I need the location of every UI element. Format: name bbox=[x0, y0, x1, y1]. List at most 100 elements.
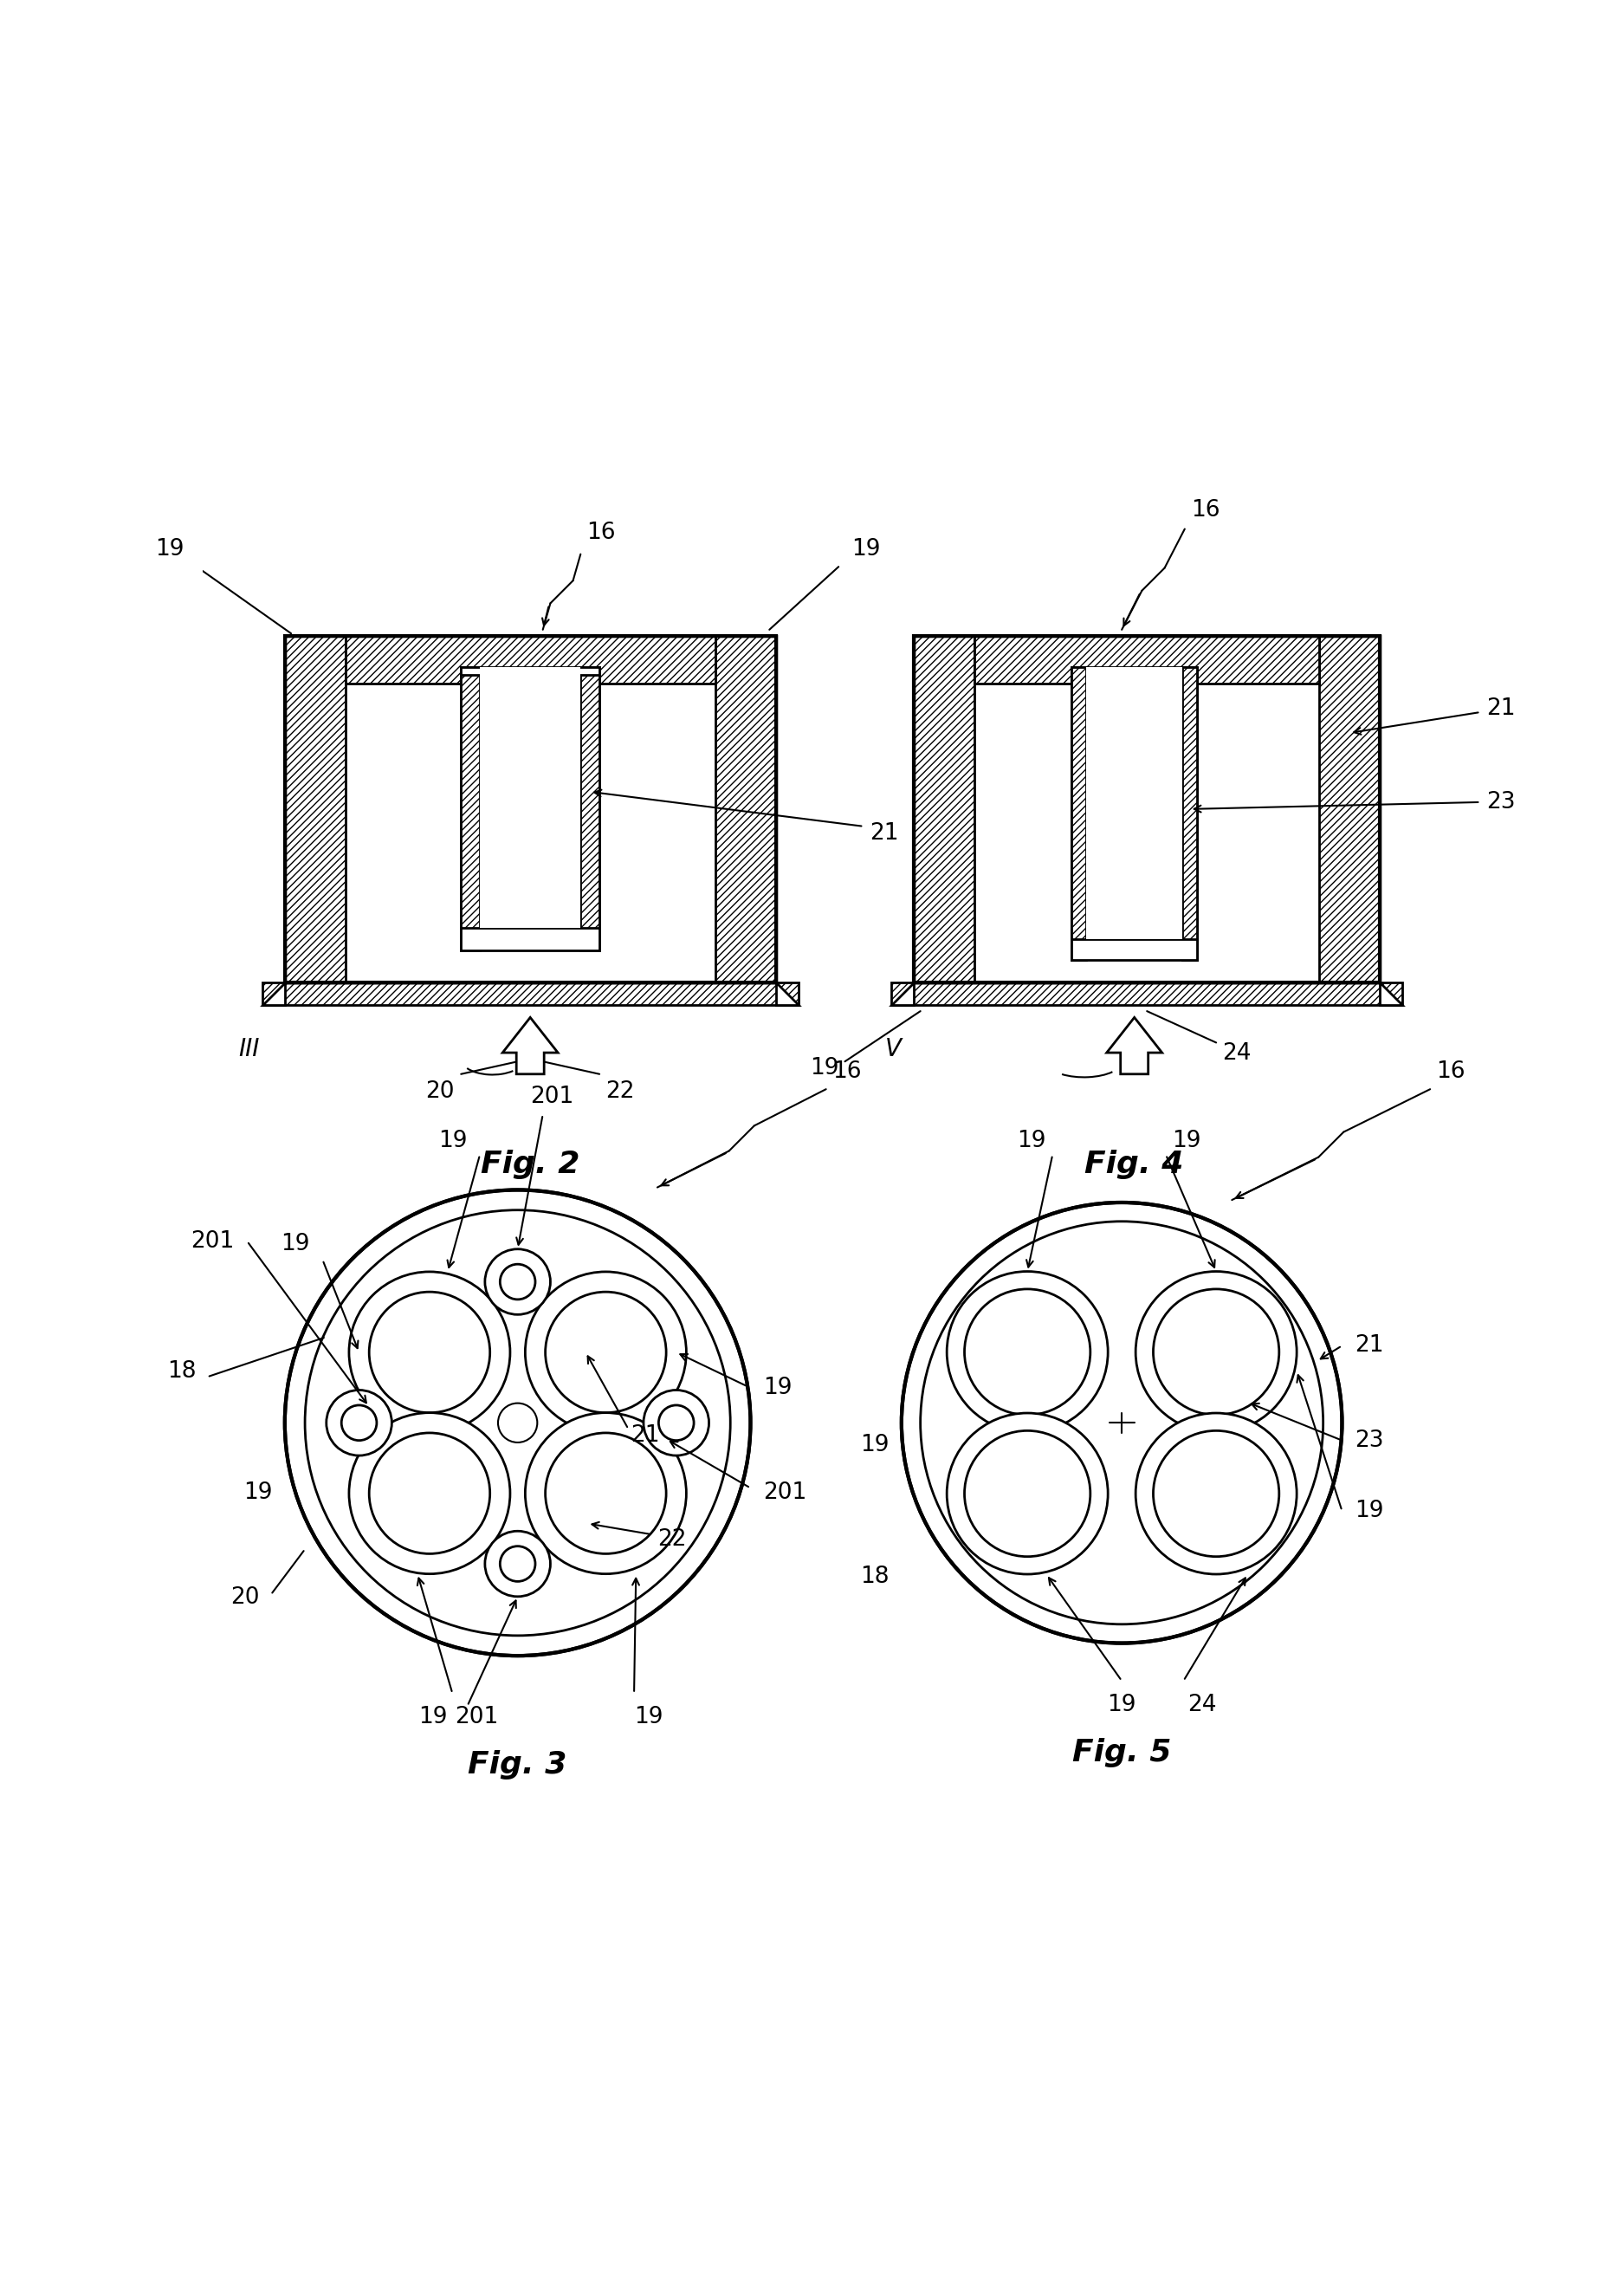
Circle shape bbox=[305, 1209, 731, 1636]
Text: 201: 201 bbox=[763, 1482, 807, 1504]
Text: 19: 19 bbox=[244, 1482, 273, 1504]
Text: 19: 19 bbox=[281, 1232, 310, 1255]
Circle shape bbox=[921, 1221, 1324, 1625]
Text: 201: 201 bbox=[455, 1706, 499, 1729]
Text: 22: 22 bbox=[658, 1527, 687, 1550]
Text: 19: 19 bbox=[1017, 1130, 1046, 1153]
Circle shape bbox=[1135, 1271, 1296, 1432]
Text: 20: 20 bbox=[231, 1586, 260, 1609]
Text: 22: 22 bbox=[606, 1080, 635, 1103]
Circle shape bbox=[947, 1414, 1108, 1575]
Bar bbox=[914, 635, 1380, 982]
Text: Fig. 5: Fig. 5 bbox=[1072, 1738, 1171, 1768]
Bar bbox=[581, 667, 599, 951]
Circle shape bbox=[486, 1248, 551, 1314]
Text: 19: 19 bbox=[861, 1434, 888, 1457]
Bar bbox=[974, 635, 1319, 683]
Circle shape bbox=[499, 1402, 538, 1443]
Bar bbox=[914, 635, 1380, 982]
Circle shape bbox=[525, 1271, 687, 1434]
Circle shape bbox=[659, 1405, 693, 1441]
Text: 24: 24 bbox=[1223, 1044, 1252, 1064]
Bar bbox=[461, 667, 599, 674]
Circle shape bbox=[284, 1189, 750, 1656]
Circle shape bbox=[1153, 1289, 1280, 1416]
Bar bbox=[481, 667, 581, 928]
Text: 20: 20 bbox=[425, 1080, 455, 1103]
Bar bbox=[715, 635, 776, 982]
Circle shape bbox=[546, 1291, 666, 1414]
Bar bbox=[892, 982, 1403, 1005]
Text: 23: 23 bbox=[1488, 792, 1515, 812]
Text: 21: 21 bbox=[870, 821, 900, 844]
Text: 19: 19 bbox=[156, 538, 184, 560]
Text: Fig. 4: Fig. 4 bbox=[1085, 1150, 1184, 1180]
Text: 16: 16 bbox=[1437, 1060, 1465, 1082]
Text: 21: 21 bbox=[630, 1425, 659, 1448]
Text: 19: 19 bbox=[763, 1377, 793, 1400]
Polygon shape bbox=[502, 1017, 559, 1073]
Circle shape bbox=[1135, 1414, 1296, 1575]
Polygon shape bbox=[1380, 982, 1403, 1005]
Bar bbox=[284, 635, 776, 982]
Circle shape bbox=[369, 1291, 490, 1414]
Circle shape bbox=[901, 1203, 1341, 1643]
Text: III: III bbox=[239, 1037, 260, 1062]
Bar bbox=[261, 982, 799, 1005]
Polygon shape bbox=[1106, 1017, 1163, 1073]
Circle shape bbox=[643, 1391, 710, 1454]
Circle shape bbox=[500, 1264, 536, 1300]
Text: 18: 18 bbox=[861, 1566, 888, 1588]
Text: 21: 21 bbox=[1488, 697, 1515, 719]
Text: 19: 19 bbox=[1354, 1500, 1384, 1522]
Text: 19: 19 bbox=[419, 1706, 448, 1729]
Bar bbox=[461, 667, 481, 951]
Bar bbox=[1072, 939, 1197, 960]
Bar bbox=[914, 635, 974, 982]
Text: 16: 16 bbox=[586, 522, 615, 545]
Polygon shape bbox=[776, 982, 799, 1005]
Bar bbox=[1319, 635, 1380, 982]
Bar bbox=[284, 635, 776, 982]
Text: 16: 16 bbox=[833, 1060, 861, 1082]
Circle shape bbox=[965, 1432, 1090, 1557]
Bar bbox=[346, 635, 715, 683]
Text: 19: 19 bbox=[1173, 1130, 1202, 1153]
Circle shape bbox=[349, 1414, 510, 1575]
Circle shape bbox=[546, 1434, 666, 1554]
Circle shape bbox=[525, 1414, 687, 1575]
Circle shape bbox=[341, 1405, 377, 1441]
Circle shape bbox=[947, 1271, 1108, 1432]
Polygon shape bbox=[261, 982, 284, 1005]
Circle shape bbox=[500, 1545, 536, 1581]
Circle shape bbox=[486, 1532, 551, 1597]
Text: V: V bbox=[885, 1037, 901, 1062]
Text: 19: 19 bbox=[1108, 1693, 1137, 1715]
Circle shape bbox=[1153, 1432, 1280, 1557]
Text: 16: 16 bbox=[1190, 499, 1220, 522]
Text: 19: 19 bbox=[810, 1057, 838, 1080]
Text: Fig. 2: Fig. 2 bbox=[481, 1150, 580, 1180]
Circle shape bbox=[965, 1289, 1090, 1416]
Bar bbox=[1072, 667, 1086, 960]
Text: 24: 24 bbox=[1187, 1693, 1216, 1715]
Text: 201: 201 bbox=[529, 1085, 573, 1107]
Text: Fig. 3: Fig. 3 bbox=[468, 1749, 567, 1779]
Bar bbox=[284, 635, 776, 982]
Bar bbox=[914, 635, 1380, 982]
Text: 201: 201 bbox=[192, 1230, 234, 1252]
Circle shape bbox=[349, 1271, 510, 1434]
Text: 19: 19 bbox=[438, 1130, 468, 1153]
Polygon shape bbox=[892, 982, 914, 1005]
Bar bbox=[1086, 667, 1182, 939]
Circle shape bbox=[326, 1391, 391, 1454]
Text: 19: 19 bbox=[851, 538, 880, 560]
Circle shape bbox=[369, 1434, 490, 1554]
Bar bbox=[284, 635, 346, 982]
Text: 19: 19 bbox=[633, 1706, 663, 1729]
Bar bbox=[1182, 667, 1197, 960]
Text: 21: 21 bbox=[1354, 1334, 1384, 1357]
Text: 18: 18 bbox=[167, 1361, 197, 1382]
Text: 23: 23 bbox=[1354, 1429, 1384, 1452]
Bar bbox=[461, 928, 599, 951]
